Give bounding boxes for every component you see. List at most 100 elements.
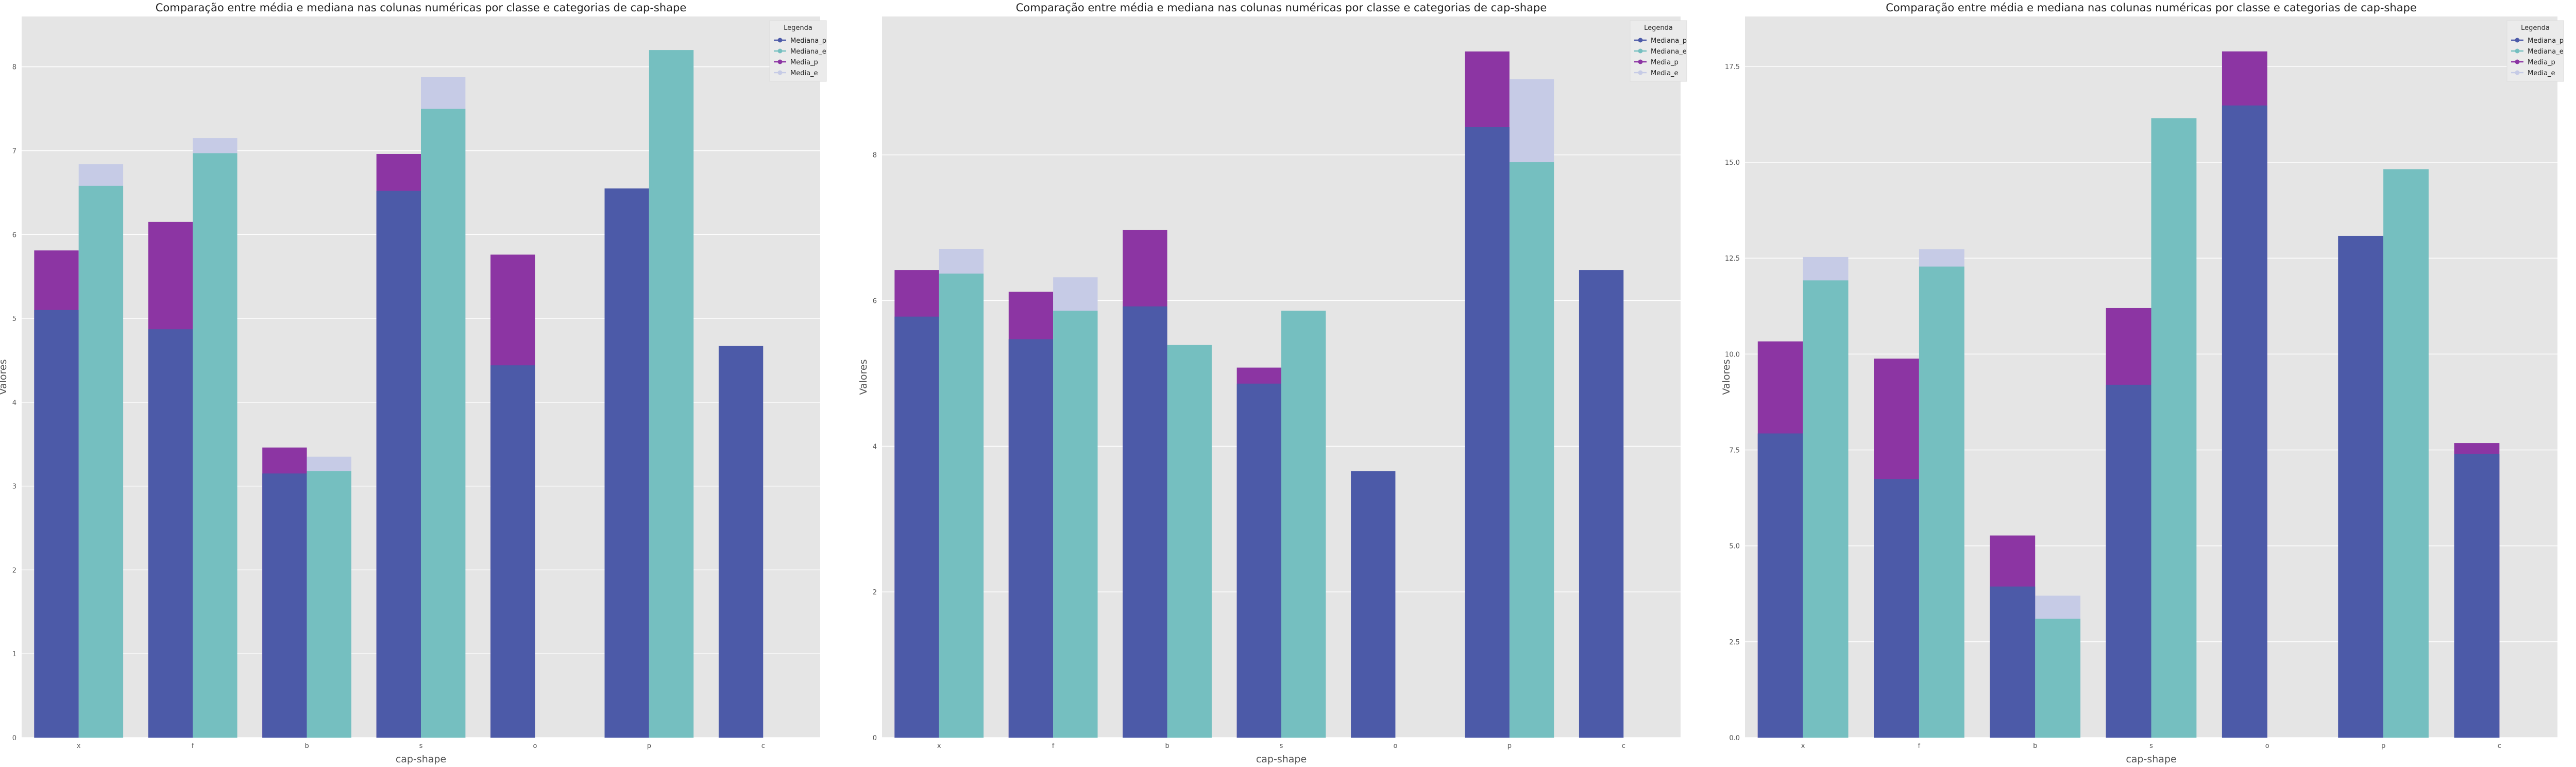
legend-marker [1638, 38, 1643, 43]
legend-marker [2515, 38, 2520, 43]
x-tick-label: f [192, 742, 194, 750]
chart-3: 0.0 2.5 5.0 7.5 10.0 12.5 15.0 17.5 x f b s o p c Compa… [1721, 2, 2564, 765]
y-tick-label: 15.0 [1725, 159, 1740, 167]
y-tick-label: 17.5 [1725, 63, 1740, 71]
bar-mediana-e-x [78, 185, 124, 738]
x-tick-label: x [1801, 742, 1805, 750]
x-tick-label: f [1052, 742, 1055, 750]
legend-marker [777, 38, 783, 43]
bar-mediana-p-p [604, 188, 649, 738]
legend-marker [777, 70, 783, 75]
bar-mediana-e-p [649, 50, 694, 738]
y-tick-label: 10.0 [1725, 351, 1740, 359]
bar-mediana-p-x [894, 316, 939, 738]
bar-mediana-p-f [1874, 479, 1919, 738]
x-tick-label: p [1507, 742, 1512, 750]
legend-entry: Media_p [790, 59, 818, 66]
legend-entry: Mediana_e [2528, 48, 2564, 56]
y-tick-label: 2 [873, 589, 877, 596]
chart-1: 0 1 2 3 4 5 6 7 8 x f b s o p c Comparação entre média e… [0, 2, 827, 765]
legend-marker [777, 59, 783, 64]
y-tick-label: 8 [873, 152, 877, 160]
legend-entry: Mediana_p [790, 37, 826, 45]
x-axis-label: cap-shape [1256, 754, 1307, 765]
bar-mediana-p-b [262, 473, 307, 738]
y-tick-label: 2 [12, 567, 16, 574]
bar-mediana-e-b [2035, 619, 2081, 738]
y-tick-label: 5 [12, 315, 16, 323]
bar-mediana-e-s [421, 109, 466, 738]
legend-marker [1638, 70, 1643, 75]
legend-entry: Mediana_e [1651, 48, 1687, 56]
bar-mediana-p-s [1236, 383, 1281, 738]
y-tick-label: 3 [12, 483, 16, 491]
x-tick-label: s [1280, 742, 1283, 750]
y-tick-label: 7.5 [1729, 447, 1740, 454]
bar-mediana-p-o [2222, 105, 2267, 738]
x-tick-label: c [2498, 742, 2501, 750]
legend: Legenda Mediana_p Mediana_e Media_p Media_e [2506, 20, 2564, 82]
x-tick-label: x [937, 742, 941, 750]
bar-mediana-p-x [34, 310, 79, 738]
bar-mediana-p-f [148, 329, 193, 738]
bars [1757, 51, 2500, 738]
bar-mediana-p-o [490, 365, 535, 738]
bar-mediana-e-b [307, 471, 351, 738]
y-axis-label: Valores [858, 359, 869, 395]
bar-mediana-e-x [939, 274, 984, 738]
chart-title: Comparação entre média e mediana nas col… [1016, 2, 1547, 14]
legend: Legenda Mediana_p Mediana_e Media_p Media_e [1630, 20, 1687, 82]
chart-title: Comparação entre média e mediana nas col… [1886, 2, 2417, 14]
bar-mediana-e-f [1053, 311, 1098, 738]
x-tick-label: c [1622, 742, 1625, 750]
chart-2: 0 2 4 6 8 x f b s o p c Comparação entre média e med… [858, 2, 1687, 765]
legend-marker [2515, 59, 2520, 64]
y-tick-label: 1 [12, 651, 16, 658]
x-axis-label: cap-shape [2126, 754, 2176, 765]
bar-mediana-p-p [2338, 235, 2384, 738]
bar-mediana-p-c [718, 346, 764, 738]
x-tick-label: p [647, 742, 651, 750]
x-axis-label: cap-shape [396, 754, 446, 765]
bar-mediana-p-f [1008, 339, 1054, 738]
x-tick-label: s [2149, 742, 2153, 750]
y-tick-label: 6 [12, 231, 16, 239]
x-tick-label: c [761, 742, 765, 750]
legend-title: Legenda [2521, 24, 2550, 32]
y-tick-label: 7 [12, 147, 16, 155]
x-tick-label: f [1918, 742, 1921, 750]
legend-entry: Media_e [2528, 70, 2555, 77]
x-tick-label: b [1165, 742, 1169, 750]
bar-mediana-e-f [193, 153, 238, 738]
bar-mediana-p-s [376, 191, 421, 738]
x-tick-label: b [2033, 742, 2037, 750]
bar-mediana-e-p [2383, 169, 2429, 738]
x-tick-label: o [1393, 742, 1397, 750]
bar-mediana-p-s [2106, 384, 2151, 738]
legend-entry: Media_e [1651, 70, 1679, 77]
bar-mediana-p-b [1123, 306, 1167, 738]
y-tick-label: 12.5 [1725, 255, 1740, 263]
y-tick-label: 6 [873, 298, 877, 305]
x-tick-label: x [77, 742, 81, 750]
legend-entry: Media_p [1651, 59, 1679, 66]
bars [894, 51, 1624, 738]
legend-marker [1638, 59, 1643, 64]
bar-mediana-e-b [1167, 345, 1212, 738]
y-tick-label: 4 [12, 399, 16, 407]
y-tick-label: 2.5 [1729, 639, 1740, 646]
bar-mediana-p-b [1990, 586, 2036, 738]
legend-title: Legenda [784, 24, 812, 32]
legend-entry: Media_p [2528, 59, 2555, 66]
bars [34, 50, 764, 738]
legend-title: Legenda [1644, 24, 1673, 32]
bar-mediana-e-f [1919, 266, 1964, 738]
x-tick-label: o [2265, 742, 2269, 750]
legend-entry: Media_e [790, 70, 818, 77]
bar-mediana-e-p [1509, 162, 1554, 738]
bar-mediana-e-s [1281, 311, 1326, 738]
legend-marker [777, 48, 783, 54]
y-axis-label: Valores [0, 359, 9, 395]
y-tick-label: 0 [12, 735, 16, 742]
